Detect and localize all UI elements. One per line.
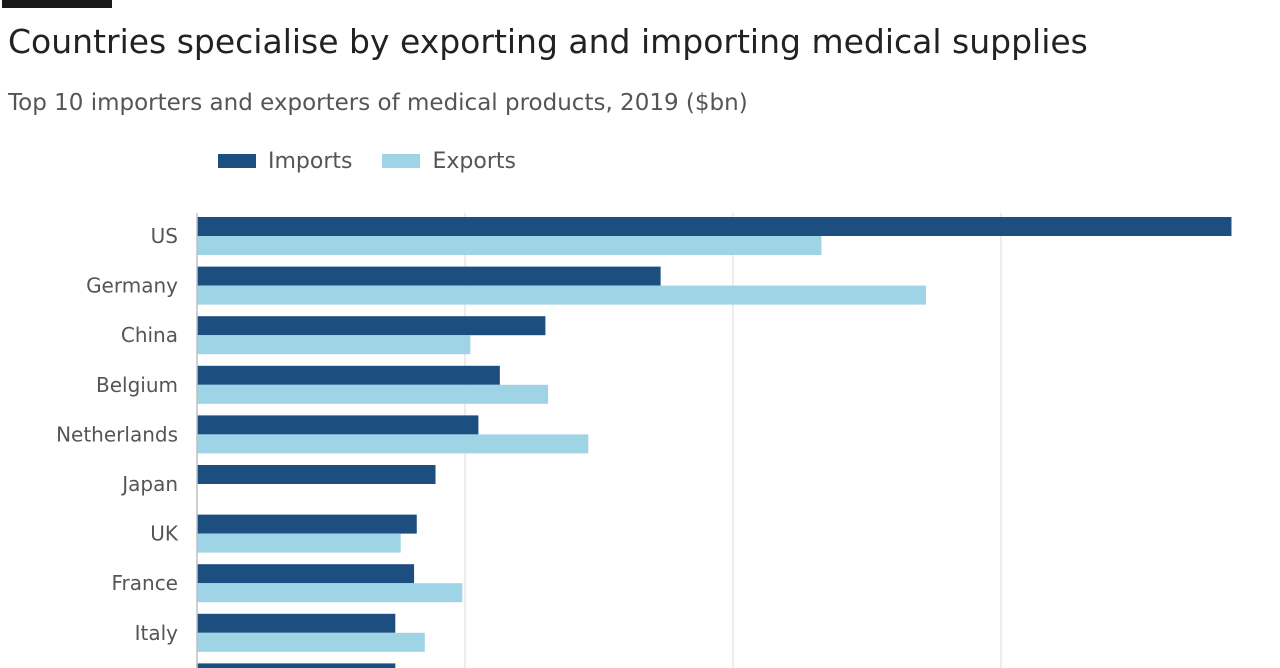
bar-chart: US Germany China Belgium Netherlands Japan UK F… (56, 213, 1232, 668)
bar-exports-france (197, 583, 463, 603)
bar-imports-uk (197, 514, 417, 534)
bar-imports-france (197, 564, 415, 584)
category-label-france: France (111, 571, 178, 595)
bar-exports-italy (197, 632, 425, 652)
legend: Imports Exports (218, 146, 516, 176)
bar-imports-us (197, 217, 1232, 236)
bar-imports-italy (197, 613, 396, 633)
category-label-italy: Italy (135, 621, 179, 645)
bar-exports-germany (197, 285, 926, 305)
bar-imports-japan (197, 465, 436, 484)
bar-imports-china (197, 316, 546, 336)
bar-imports-belgium (197, 365, 500, 385)
bar-exports-china (197, 335, 471, 355)
bar-exports-belgium (197, 384, 549, 404)
legend-item-exports: Exports (382, 148, 516, 174)
bar-exports-uk (197, 533, 401, 553)
bar-exports-netherlands (197, 434, 589, 454)
category-label-belgium: Belgium (96, 373, 178, 397)
legend-label-imports: Imports (268, 148, 353, 174)
category-label-germany: Germany (86, 274, 178, 298)
chart-subtitle: Top 10 importers and exporters of medica… (8, 90, 748, 116)
category-label-china: China (121, 323, 178, 347)
legend-swatch-imports (218, 154, 256, 168)
category-label-netherlands: Netherlands (56, 422, 178, 446)
chart-title: Countries specialise by exporting and im… (8, 22, 1088, 61)
top-rule (2, 0, 112, 8)
category-label-us: US (151, 224, 178, 248)
bar-imports-netherlands (197, 415, 479, 435)
bar-exports-us (197, 236, 822, 255)
bar-imports-germany (197, 266, 661, 286)
legend-item-imports: Imports (218, 149, 352, 174)
category-label-japan: Japan (120, 472, 178, 496)
bar-imports-row10 (197, 663, 396, 668)
legend-label-exports: Exports (432, 148, 516, 174)
category-label-uk: UK (150, 522, 179, 546)
legend-swatch-exports (382, 154, 421, 168)
